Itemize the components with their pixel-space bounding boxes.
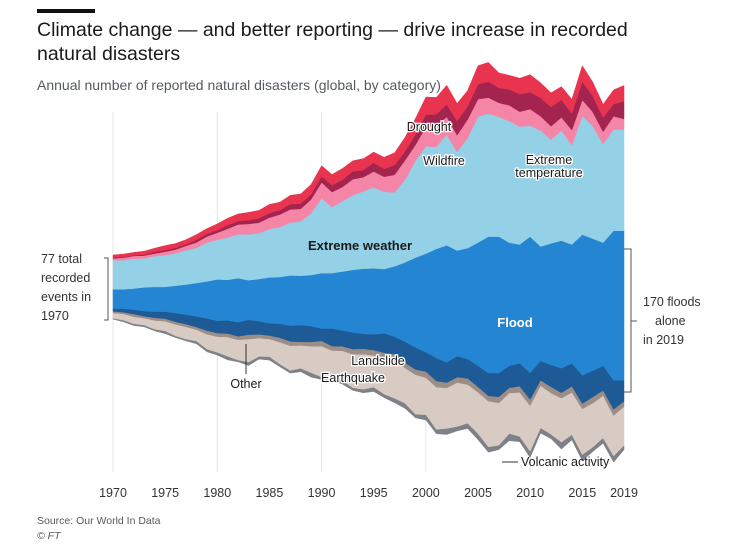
right-note-line: in 2019 <box>643 333 684 347</box>
left-note-line: 1970 <box>41 309 69 323</box>
right-note: 170 floods alone in 2019 <box>643 295 704 347</box>
right-note-line: alone <box>655 314 686 328</box>
x-tick-label: 2019 <box>610 486 638 500</box>
right-note-line: 170 floods <box>643 295 701 309</box>
x-tick-label: 2015 <box>568 486 596 500</box>
chart-title: Climate change — and better reporting — … <box>37 19 628 65</box>
label-earthquake: Earthquake <box>321 371 385 385</box>
x-tick-label: 2005 <box>464 486 492 500</box>
left-bracket <box>104 257 109 321</box>
volcanic-label: Volcanic activity <box>521 455 610 469</box>
x-tick-label: 2010 <box>516 486 544 500</box>
right-bracket <box>624 248 632 393</box>
x-tick-label: 1985 <box>256 486 284 500</box>
other-label: Other <box>230 377 261 391</box>
source-note: Source: Our World In Data <box>37 515 161 527</box>
label-drought: Drought <box>407 120 452 134</box>
chart-subtitle: Annual number of reported natural disast… <box>37 77 441 93</box>
x-tick-label: 1980 <box>203 486 231 500</box>
copyright: © FT <box>37 530 61 542</box>
x-tick-label: 1990 <box>308 486 336 500</box>
stream-layers <box>112 62 625 463</box>
x-tick-label: 1970 <box>99 486 127 500</box>
label-wildfire: Wildfire <box>423 154 465 168</box>
left-note-line: recorded <box>41 271 90 285</box>
label-line: temperature <box>515 166 582 180</box>
label-extreme-temperature: Extreme temperature <box>515 153 582 180</box>
left-note: 77 total recorded events in 1970 <box>41 252 95 323</box>
label-extreme-weather: Extreme weather <box>308 238 412 253</box>
ft-brand-bar <box>37 9 95 13</box>
label-landslide: Landslide <box>351 354 405 368</box>
label-line: Extreme <box>526 153 573 167</box>
x-tick-label: 1995 <box>360 486 388 500</box>
left-note-line: 77 total <box>41 252 82 266</box>
x-axis-ticks: 1970 1975 1980 1985 1990 1995 2000 2005 2010 2015… <box>99 486 638 500</box>
x-tick-label: 2000 <box>412 486 440 500</box>
x-tick-label: 1975 <box>151 486 179 500</box>
label-flood: Flood <box>497 315 532 330</box>
left-note-line: events in <box>41 290 91 304</box>
series-drought <box>112 62 625 258</box>
